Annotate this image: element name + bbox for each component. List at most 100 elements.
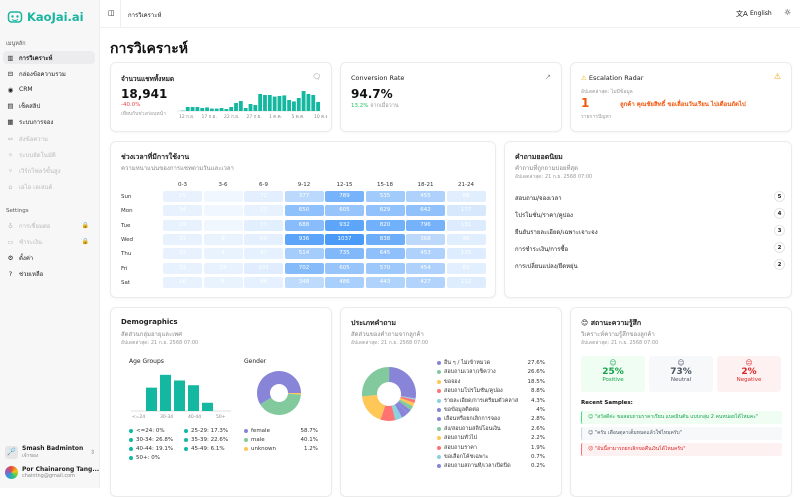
heatmap-cell[interactable]: 820 xyxy=(366,220,405,231)
heatmap-cell[interactable]: 377 xyxy=(285,191,324,202)
heatmap-cell[interactable]: 88 xyxy=(447,191,486,202)
heatmap-cell[interactable]: 22 xyxy=(163,248,202,259)
user-menu[interactable]: Por Chainarong Tang...chaintng@gmail.com xyxy=(5,466,100,479)
sidebar-item[interactable]: ?ช่วยเหลือ xyxy=(3,268,95,281)
category-slice[interactable] xyxy=(362,367,389,396)
heatmap-cell[interactable]: 735 xyxy=(325,248,364,259)
heatmap-cell[interactable]: 535 xyxy=(366,191,405,202)
logo[interactable]: KaoJai.ai xyxy=(7,9,84,25)
heatmap-cell[interactable]: 34 xyxy=(163,205,202,216)
warning-icon: ⚠ xyxy=(581,74,587,82)
column-header: 21-24 xyxy=(447,182,486,188)
sidebar-item[interactable]: ⇔ส่งข้อความ xyxy=(3,132,95,145)
heatmap-cell[interactable]: 348 xyxy=(285,277,324,288)
heatmap-cell[interactable]: 23 xyxy=(204,263,243,274)
heatmap-cell[interactable]: 796 xyxy=(406,220,445,231)
heatmap-cell[interactable]: 105 xyxy=(244,263,283,274)
sidebar-item[interactable]: ⚙ตั้งค่า xyxy=(3,251,95,264)
heatmap-cell[interactable]: 932 xyxy=(325,220,364,231)
heatmap-cell[interactable]: 23 xyxy=(244,205,283,216)
sidebar-item[interactable]: ▦ระบบการจอง xyxy=(3,116,95,129)
heatmap-cell[interactable]: 650 xyxy=(285,205,324,216)
heatmap-cell[interactable]: 427 xyxy=(406,277,445,288)
heatmap-cell[interactable]: 44 xyxy=(244,277,283,288)
heatmap-cell[interactable] xyxy=(204,220,243,231)
age-bar[interactable] xyxy=(160,375,171,411)
positive-face-icon: ☺ xyxy=(588,414,595,420)
heatmap-cell[interactable]: 112 xyxy=(447,277,486,288)
age-bar[interactable] xyxy=(174,380,185,411)
heatmap-cell[interactable]: 9 xyxy=(204,234,243,245)
sidebar-item[interactable]: ⌂เอไอ เอเจนต์ xyxy=(3,181,95,194)
sidebar-item[interactable]: ▥การวิเคราะห์ xyxy=(3,51,95,64)
heatmap-cell[interactable]: 47 xyxy=(244,248,283,259)
heatmap-cell[interactable]: 838 xyxy=(366,234,405,245)
heatmap-cell[interactable]: 72 xyxy=(244,191,283,202)
heatmap-cell[interactable]: 486 xyxy=(325,277,364,288)
sidebar-toggle-icon[interactable]: ◫ xyxy=(108,9,115,17)
negative-box: ☹2%Negative xyxy=(717,356,781,392)
sidebar-item[interactable]: ✧ระบบอัตโนมัติ xyxy=(3,148,95,161)
heatmap-cell[interactable]: 443 xyxy=(366,277,405,288)
sidebar-item[interactable]: ⊟กล่องข้อความรวม xyxy=(3,67,95,80)
heatmap-cell[interactable]: 8 xyxy=(204,277,243,288)
language-button[interactable]: English xyxy=(750,10,772,17)
legend-label: สอบถามสถานที่/เวลาเปิดปิด xyxy=(444,462,511,470)
translate-icon[interactable]: 文A xyxy=(736,9,748,19)
heatmap-cell[interactable]: 368 xyxy=(406,234,445,245)
demographics-card: Demographics สัดส่วนกลุ่มอายุและเพศ อัปเ… xyxy=(110,307,332,497)
heatmap-cell[interactable]: 454 xyxy=(406,263,445,274)
sidebar-item[interactable]: ⑂เวิร์กโฟลว์ขั้นสูง xyxy=(3,164,95,177)
heatmap-cell[interactable]: 77 xyxy=(244,220,283,231)
heatmap-cell[interactable]: 645 xyxy=(366,248,405,259)
card-title: คำถามยอดนิยม xyxy=(515,152,563,163)
heatmap-cell[interactable]: 16 xyxy=(163,277,202,288)
heatmap-cell[interactable]: 31 xyxy=(163,263,202,274)
heatmap-cell[interactable] xyxy=(204,191,243,202)
heatmap-cell[interactable]: 789 xyxy=(325,191,364,202)
heatmap-cell[interactable]: 60 xyxy=(244,234,283,245)
theme-toggle-icon[interactable]: ☼ xyxy=(784,8,791,17)
sidebar-item[interactable]: ▤เช็คสลิป xyxy=(3,100,95,113)
heatmap-cell[interactable]: 453 xyxy=(406,248,445,259)
heatmap-cell[interactable]: 25 xyxy=(163,191,202,202)
sidebar-item[interactable]: ♁การเชื่อมต่อ🔒 xyxy=(3,219,95,232)
heatmap-cell[interactable]: 125 xyxy=(447,248,486,259)
age-bar[interactable] xyxy=(202,403,213,411)
question-categories-card: ประเภทคำถาม สัดส่วนของคำถามจากลูกค้า อัป… xyxy=(340,307,562,497)
heatmap-cell[interactable]: 688 xyxy=(285,220,324,231)
heatmap-cell[interactable]: 605 xyxy=(325,263,364,274)
age-bar[interactable] xyxy=(188,385,199,411)
heatmap-cell[interactable]: 629 xyxy=(366,205,405,216)
category-slice[interactable] xyxy=(389,367,416,398)
heatmap-cell[interactable]: 936 xyxy=(285,234,324,245)
heatmap-cell[interactable]: 570 xyxy=(366,263,405,274)
sidebar-item[interactable]: ◉CRM xyxy=(3,83,95,96)
heatmap-cell[interactable]: 702 xyxy=(285,263,324,274)
heatmap-cell[interactable] xyxy=(204,205,243,216)
heatmap-cell[interactable]: 4 xyxy=(204,248,243,259)
escalation-message[interactable]: ลูกค้า คุณชัยสิทธิ์ ขอเลื่อนวันเรียน ไปเ… xyxy=(620,99,746,109)
sidebar-item[interactable]: ▭ชำระเงิน🔒 xyxy=(3,235,95,248)
heatmap-cell[interactable]: 31 xyxy=(163,234,202,245)
heatmap-cell[interactable]: 455 xyxy=(406,191,445,202)
heatmap-cell[interactable]: 19 xyxy=(163,220,202,231)
heatmap-cell[interactable]: 96 xyxy=(447,234,486,245)
heatmap-cell[interactable]: 131 xyxy=(447,220,486,231)
gender-title: Gender xyxy=(244,358,266,365)
lock-icon: 🔒 xyxy=(82,222,89,229)
heatmap-cell[interactable]: 83 xyxy=(447,263,486,274)
age-bar[interactable] xyxy=(146,388,157,411)
heatmap-cell[interactable]: 177 xyxy=(447,205,486,216)
heatmap-cell[interactable]: 1037 xyxy=(325,234,364,245)
heatmap-cell[interactable]: 642 xyxy=(406,205,445,216)
heatmap-cell[interactable]: 605 xyxy=(325,205,364,216)
heatmap-cell[interactable]: 514 xyxy=(285,248,324,259)
